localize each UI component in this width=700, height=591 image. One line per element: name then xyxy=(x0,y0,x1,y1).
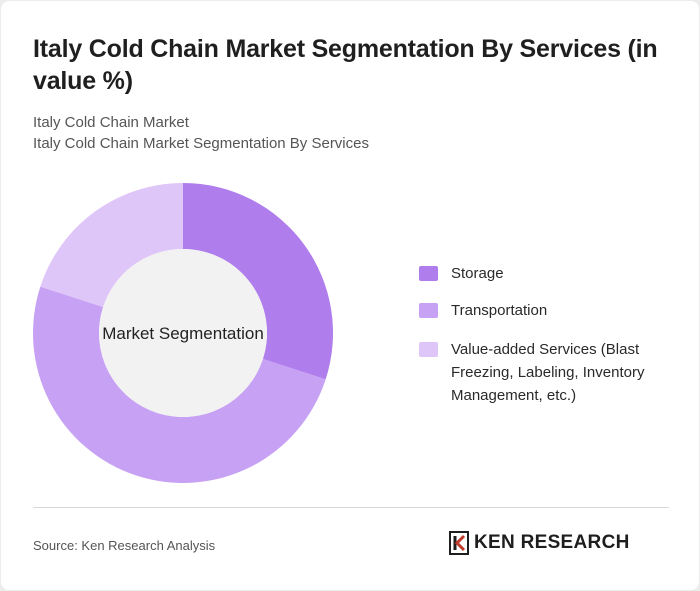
ken-research-k-logo-icon xyxy=(449,531,469,555)
donut-slice-3 xyxy=(40,183,183,308)
legend-item-3: Value-added Services (Blast Freezing, La… xyxy=(419,338,669,407)
legend-item-2: Transportation xyxy=(419,299,669,322)
donut-center xyxy=(99,249,267,417)
donut-center-label: Market Segmentation xyxy=(102,324,264,343)
donut-slice-2 xyxy=(32,286,326,484)
legend-label: Value-added Services (Blast Freezing, La… xyxy=(451,341,645,404)
legend-label: Transportation xyxy=(451,302,548,319)
logo-text: KEN RESEARCH xyxy=(474,532,630,553)
ken-research-logo: KEN RESEARCH xyxy=(448,531,630,555)
donut-chart: Market Segmentation xyxy=(32,183,334,484)
chart-title: Italy Cold Chain Market Segmentation By … xyxy=(33,35,658,95)
legend-swatch xyxy=(419,266,438,281)
source-note: Source: Ken Research Analysis xyxy=(33,538,216,553)
chart-subtitle-market: Italy Cold Chain Market xyxy=(33,114,189,131)
donut-slices xyxy=(32,183,334,484)
legend-label: Storage xyxy=(451,265,504,282)
chart-legend: Storage Transportation Value-added Service… xyxy=(419,262,669,421)
footer-divider xyxy=(33,507,669,508)
donut-slice-1 xyxy=(183,183,334,380)
legend-item-1: Storage xyxy=(419,262,669,285)
legend-swatch xyxy=(419,303,438,318)
chart-subtitle-segmentation: Italy Cold Chain Market Segmentation By … xyxy=(33,135,369,152)
legend-swatch xyxy=(419,342,438,357)
